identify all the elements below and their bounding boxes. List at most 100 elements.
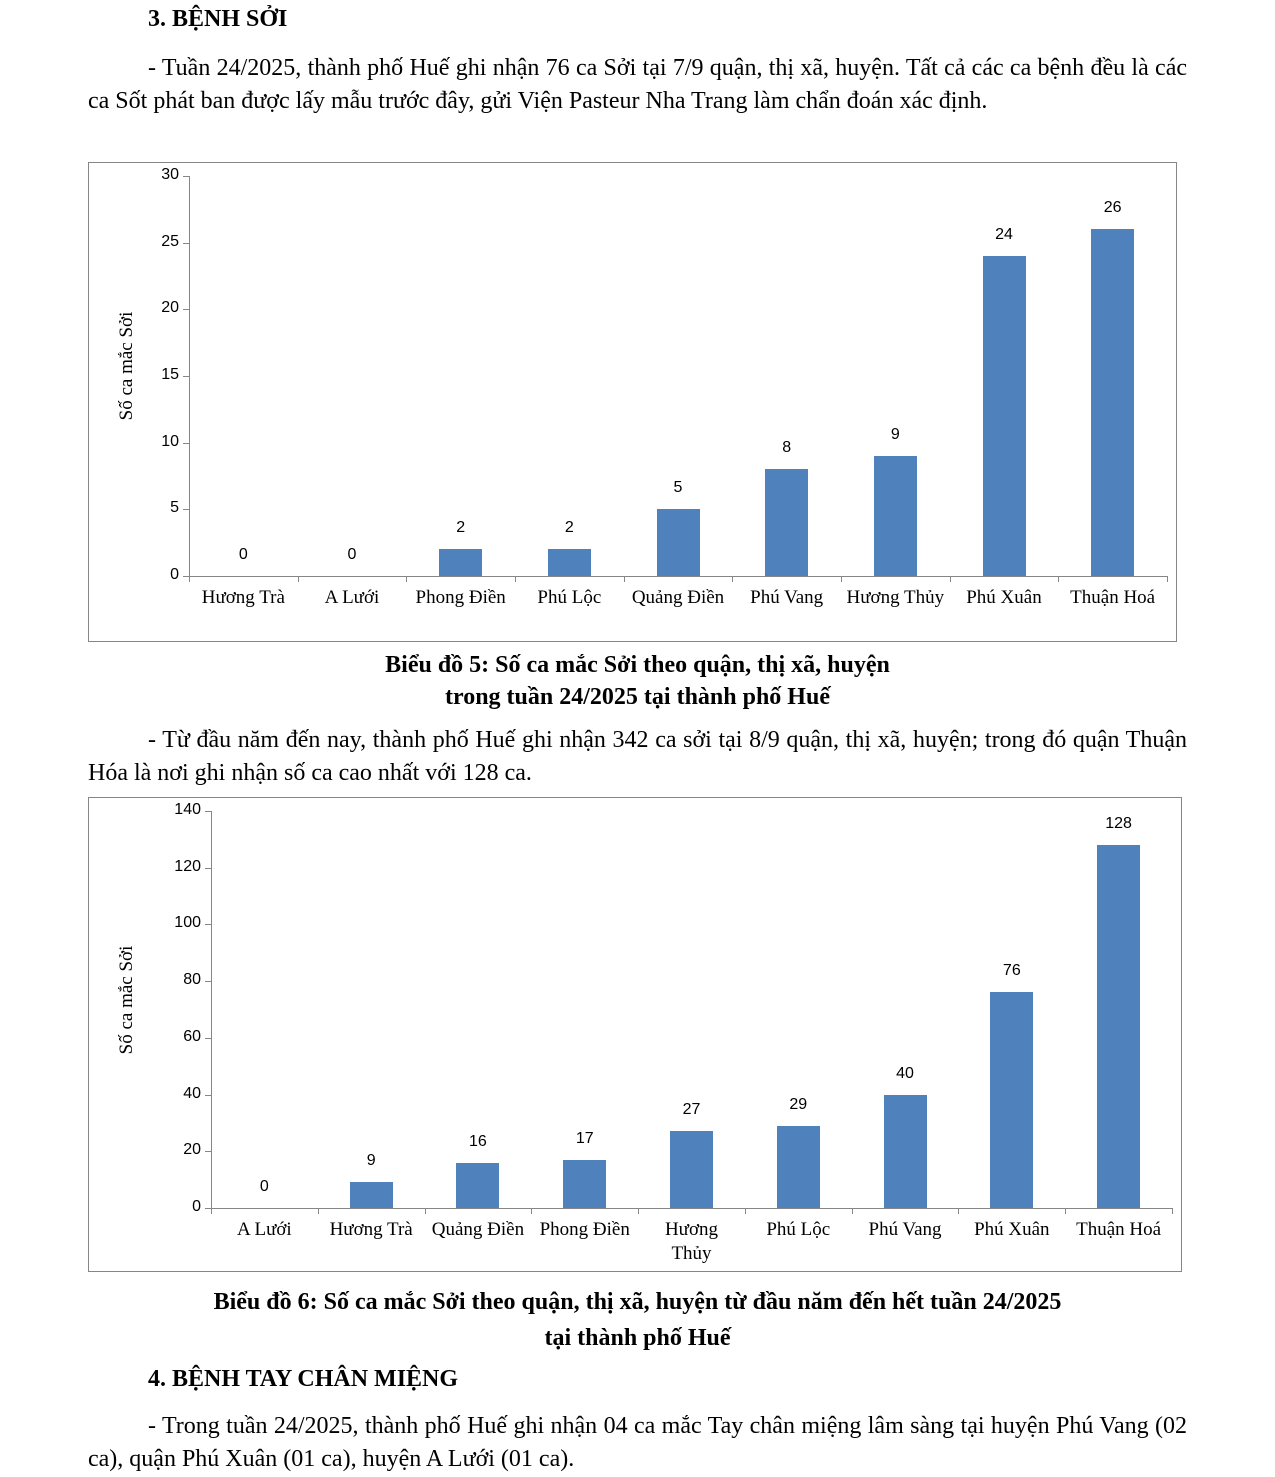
x-tick-mark [851, 1208, 853, 1214]
x-category-label: A Lưới [324, 587, 380, 608]
y-axis-title: Số ca mắc Sởi [116, 311, 137, 421]
x-category-label: Phú Lộc [766, 1219, 831, 1240]
y-axis [189, 176, 190, 576]
x-category-label: Hương Trà [329, 1219, 413, 1240]
x-axis [211, 1208, 1172, 1209]
data-label: 9 [366, 1152, 376, 1170]
y-tick-mark [205, 924, 211, 926]
x-tick-mark [732, 576, 734, 582]
x-tick-mark [531, 1208, 533, 1214]
y-tick-mark [183, 509, 189, 511]
x-category-label: Hương Thủy [846, 587, 945, 608]
data-label: 29 [789, 1095, 808, 1113]
y-tick-label: 40 [183, 1084, 201, 1102]
bar [765, 469, 809, 576]
y-tick-mark [205, 811, 211, 812]
chart5-caption-line2: trong tuần 24/2025 tại thành phố Huế [445, 684, 830, 710]
data-label: 17 [575, 1129, 594, 1147]
data-label: 24 [995, 226, 1013, 243]
x-tick-mark [406, 576, 408, 582]
data-label: 16 [469, 1132, 487, 1150]
y-tick-mark [205, 981, 211, 983]
data-label: 0 [238, 546, 248, 563]
paragraph-ytd-measles: - Từ đầu năm đến nay, thành phố Huế ghi … [88, 727, 1187, 786]
chart-weekly-measles: 0 5 10 15 20 25 30 Số ca mắc Sởi 0 Hương Trà 0 A Lư… [88, 162, 1177, 642]
x-tick-mark [623, 576, 625, 582]
data-label: 76 [1002, 962, 1021, 980]
data-label: 27 [682, 1101, 701, 1119]
bar [656, 509, 700, 576]
data-label: 2 [564, 519, 574, 537]
x-category-label: Thuận Hoá [1070, 587, 1156, 608]
bar [776, 1125, 820, 1208]
chart-ytd-measles: 0 20 40 60 80 100 120 140 Số ca mắc Sởi 0 A Lưới 9 H… [88, 797, 1182, 1272]
x-category-label: Phong Điền [415, 587, 506, 608]
x-category-label: Thuận Hoá [1076, 1219, 1162, 1240]
x-tick-mark [515, 576, 516, 582]
x-category-label: A Lưới [237, 1219, 292, 1240]
y-axis-title: Số ca mắc Sởi [116, 945, 137, 1054]
x-tick-mark [189, 576, 190, 582]
x-category-label: Phong Điền [539, 1219, 630, 1240]
chart6-caption-line1: Biểu đồ 6: Số ca mắc Sởi theo quận, thị … [213, 1289, 1062, 1315]
bar [563, 1159, 607, 1208]
y-tick-label: 20 [183, 1141, 201, 1159]
y-tick-label: 15 [161, 366, 179, 383]
x-tick-mark [949, 576, 951, 582]
x-tick-mark [211, 1208, 212, 1214]
x-category-label: Phú Xuân [966, 587, 1042, 608]
x-category-label: Hương Thủy [664, 1219, 719, 1264]
y-tick-mark [183, 576, 189, 577]
x-axis [189, 576, 1167, 577]
section-heading-hfmd: 4. BỆNH TAY CHÂN MIỆNG [148, 1366, 459, 1392]
x-tick-mark [1172, 1208, 1173, 1214]
bar [982, 256, 1026, 576]
data-label: 40 [896, 1064, 914, 1082]
x-tick-mark [424, 1208, 426, 1214]
y-tick-mark [183, 176, 189, 177]
y-tick-mark [183, 242, 189, 244]
bar [990, 992, 1034, 1208]
bar [349, 1182, 393, 1208]
data-label: 0 [259, 1178, 269, 1195]
section-heading-measles: 3. BỆNH SỞI [148, 6, 288, 32]
y-axis [211, 811, 212, 1208]
x-tick-mark [1058, 576, 1060, 582]
y-tick-label: 25 [161, 232, 179, 250]
data-label: 26 [1103, 199, 1122, 217]
x-tick-mark [317, 1208, 319, 1214]
x-tick-mark [841, 576, 842, 582]
y-tick-mark [183, 442, 189, 444]
y-tick-label: 20 [161, 299, 179, 317]
y-tick-label: 10 [161, 432, 179, 450]
y-tick-label: 0 [192, 1198, 201, 1215]
y-tick-mark [205, 1094, 211, 1096]
y-tick-mark [205, 1208, 211, 1209]
x-tick-mark [638, 1208, 640, 1214]
chart6-caption-line2: tại thành phố Huế [544, 1325, 731, 1351]
x-category-label: Quảng Điền [431, 1219, 525, 1240]
y-tick-label: 100 [174, 914, 201, 932]
x-category-label: Phú Xuân [974, 1219, 1050, 1240]
bar [547, 549, 591, 576]
data-label: 5 [673, 479, 683, 497]
y-tick-mark [205, 867, 211, 869]
y-tick-label: 60 [183, 1027, 201, 1045]
y-tick-label: 5 [170, 499, 179, 517]
bar [456, 1162, 500, 1208]
data-label: 9 [890, 426, 900, 443]
data-label: 0 [347, 546, 357, 563]
y-tick-label: 30 [161, 166, 179, 183]
paragraph-hfmd: - Trong tuần 24/2025, thành phố Huế ghi … [88, 1413, 1187, 1472]
y-tick-mark [205, 1037, 211, 1039]
bar [883, 1094, 927, 1208]
x-tick-mark [958, 1208, 960, 1214]
bar [1097, 845, 1141, 1208]
x-category-label: Hương Trà [201, 587, 285, 608]
data-label: 8 [782, 439, 792, 457]
paragraph-weekly-measles: - Tuần 24/2025, thành phố Huế ghi nhận 7… [88, 55, 1187, 114]
x-tick-mark [297, 576, 299, 582]
x-category-label: Phú Vang [868, 1219, 942, 1240]
x-category-label: Phú Lộc [537, 587, 602, 608]
data-label: 2 [456, 519, 466, 537]
